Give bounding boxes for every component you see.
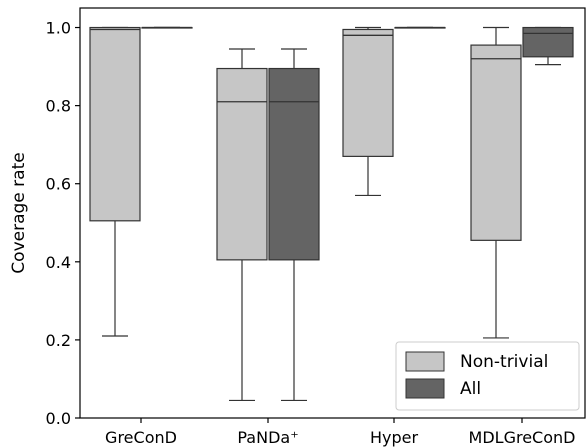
legend-swatch-all	[405, 378, 445, 399]
box-all-hyper	[394, 26, 446, 29]
y-tick-label: 0.4	[46, 253, 71, 272]
box-all-mdlgrecond	[522, 26, 574, 66]
plot-area	[79, 7, 586, 419]
x-axis: GreConD PaNDa⁺ Hyper MDLGreConD	[105, 418, 575, 447]
box-non-trivial-hyper	[342, 26, 394, 197]
y-axis: 0.0 0.2 0.4 0.6 0.8 1.0	[46, 19, 80, 428]
legend-label-non-trivial: Non-trivial	[460, 352, 548, 372]
legend-swatch-non-trivial	[405, 351, 445, 372]
box-body	[89, 26, 141, 222]
box-non-trivial-mdlgrecond	[470, 26, 522, 339]
box-body	[522, 26, 574, 58]
box-body	[268, 67, 320, 261]
legend-label-all: All	[460, 379, 481, 399]
box-body	[470, 44, 522, 241]
x-tick-label: Hyper	[370, 428, 419, 447]
y-axis-label: Coverage rate	[9, 152, 29, 273]
y-tick-label: 1.0	[46, 19, 71, 38]
boxes-layer	[89, 26, 574, 402]
x-tick-label: MDLGreConD	[469, 428, 576, 447]
x-tick-label: PaNDa⁺	[237, 428, 298, 447]
y-tick-label: 0.2	[46, 331, 71, 350]
y-tick-label: 0.8	[46, 97, 71, 116]
y-tick-label: 0.0	[46, 409, 71, 428]
box-non-trivial-panda	[216, 48, 268, 402]
box-body	[342, 28, 394, 157]
box-body	[216, 67, 268, 261]
plot-frame	[79, 7, 586, 419]
y-tick-label: 0.6	[46, 175, 71, 194]
legend: Non-trivial All	[395, 341, 580, 411]
x-tick-label: GreConD	[105, 428, 177, 447]
box-all-panda	[268, 48, 320, 402]
box-all-grecond	[141, 26, 193, 29]
box-non-trivial-grecond	[89, 26, 141, 337]
